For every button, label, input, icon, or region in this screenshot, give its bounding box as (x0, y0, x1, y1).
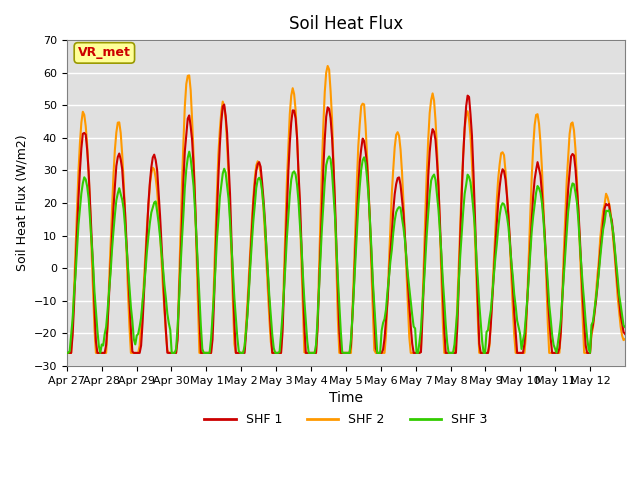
SHF 2 (351, 224, 359, 229)
SHF 3 (186, 149, 193, 155)
SHF 1 (350, 284, 358, 289)
Y-axis label: Soil Heat Flux (W/m2): Soil Heat Flux (W/m2) (15, 135, 28, 271)
SHF 3 (63, 350, 70, 356)
SHF 2 (545, 350, 553, 356)
SHF 1 (99, 350, 107, 356)
Line: SHF 2: SHF 2 (67, 66, 625, 353)
SHF 1 (464, 93, 472, 98)
SHF 3 (618, 312, 626, 318)
Line: SHF 1: SHF 1 (67, 96, 625, 353)
SHF 2 (99, 350, 107, 356)
SHF 2 (621, 336, 629, 342)
SHF 1 (618, 320, 626, 326)
SHF 2 (618, 333, 626, 338)
SHF 2 (63, 350, 70, 356)
X-axis label: Time: Time (329, 391, 363, 405)
SHF 3 (621, 324, 629, 330)
SHF 2 (82, 123, 90, 129)
SHF 1 (545, 315, 553, 321)
SHF 1 (82, 132, 90, 138)
SHF 2 (324, 63, 332, 69)
SHF 2 (462, 113, 470, 119)
SHF 3 (351, 258, 359, 264)
SHF 1 (63, 350, 70, 356)
Text: VR_met: VR_met (78, 47, 131, 60)
SHF 1 (621, 331, 629, 337)
SHF 1 (461, 124, 468, 130)
SHF 3 (82, 177, 90, 182)
Line: SHF 3: SHF 3 (67, 152, 625, 353)
SHF 3 (462, 182, 470, 188)
Legend: SHF 1, SHF 2, SHF 3: SHF 1, SHF 2, SHF 3 (200, 408, 492, 432)
SHF 3 (99, 343, 107, 348)
Title: Soil Heat Flux: Soil Heat Flux (289, 15, 403, 33)
SHF 3 (545, 302, 553, 308)
